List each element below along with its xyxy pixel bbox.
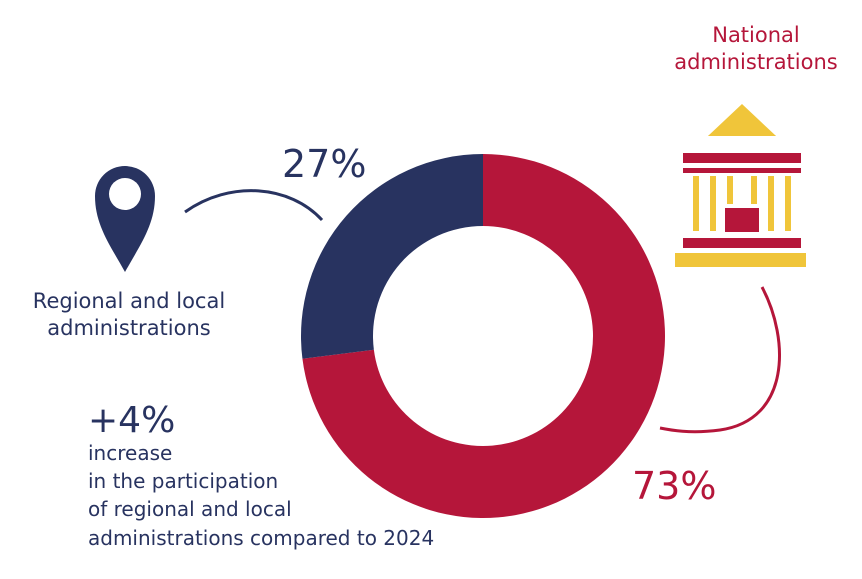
connector — [184, 189, 324, 222]
value-label: 73% — [632, 464, 717, 508]
donut-slice — [300, 154, 483, 359]
donut-slice — [302, 154, 665, 518]
annotation-line: of regional and local — [88, 497, 292, 521]
category-label: Regional and local administrations — [32, 289, 226, 340]
connector — [659, 286, 781, 434]
building-icon — [675, 104, 806, 267]
pin-icon — [95, 166, 155, 272]
category-label: National administrations — [674, 23, 838, 74]
annotation-title: +4% — [88, 400, 176, 441]
annotation-line: in the participation — [88, 469, 279, 493]
annotation-line: administrations compared to 2024 — [88, 526, 435, 550]
annotation-line: increase — [88, 441, 173, 465]
value-label: 27% — [282, 142, 367, 186]
